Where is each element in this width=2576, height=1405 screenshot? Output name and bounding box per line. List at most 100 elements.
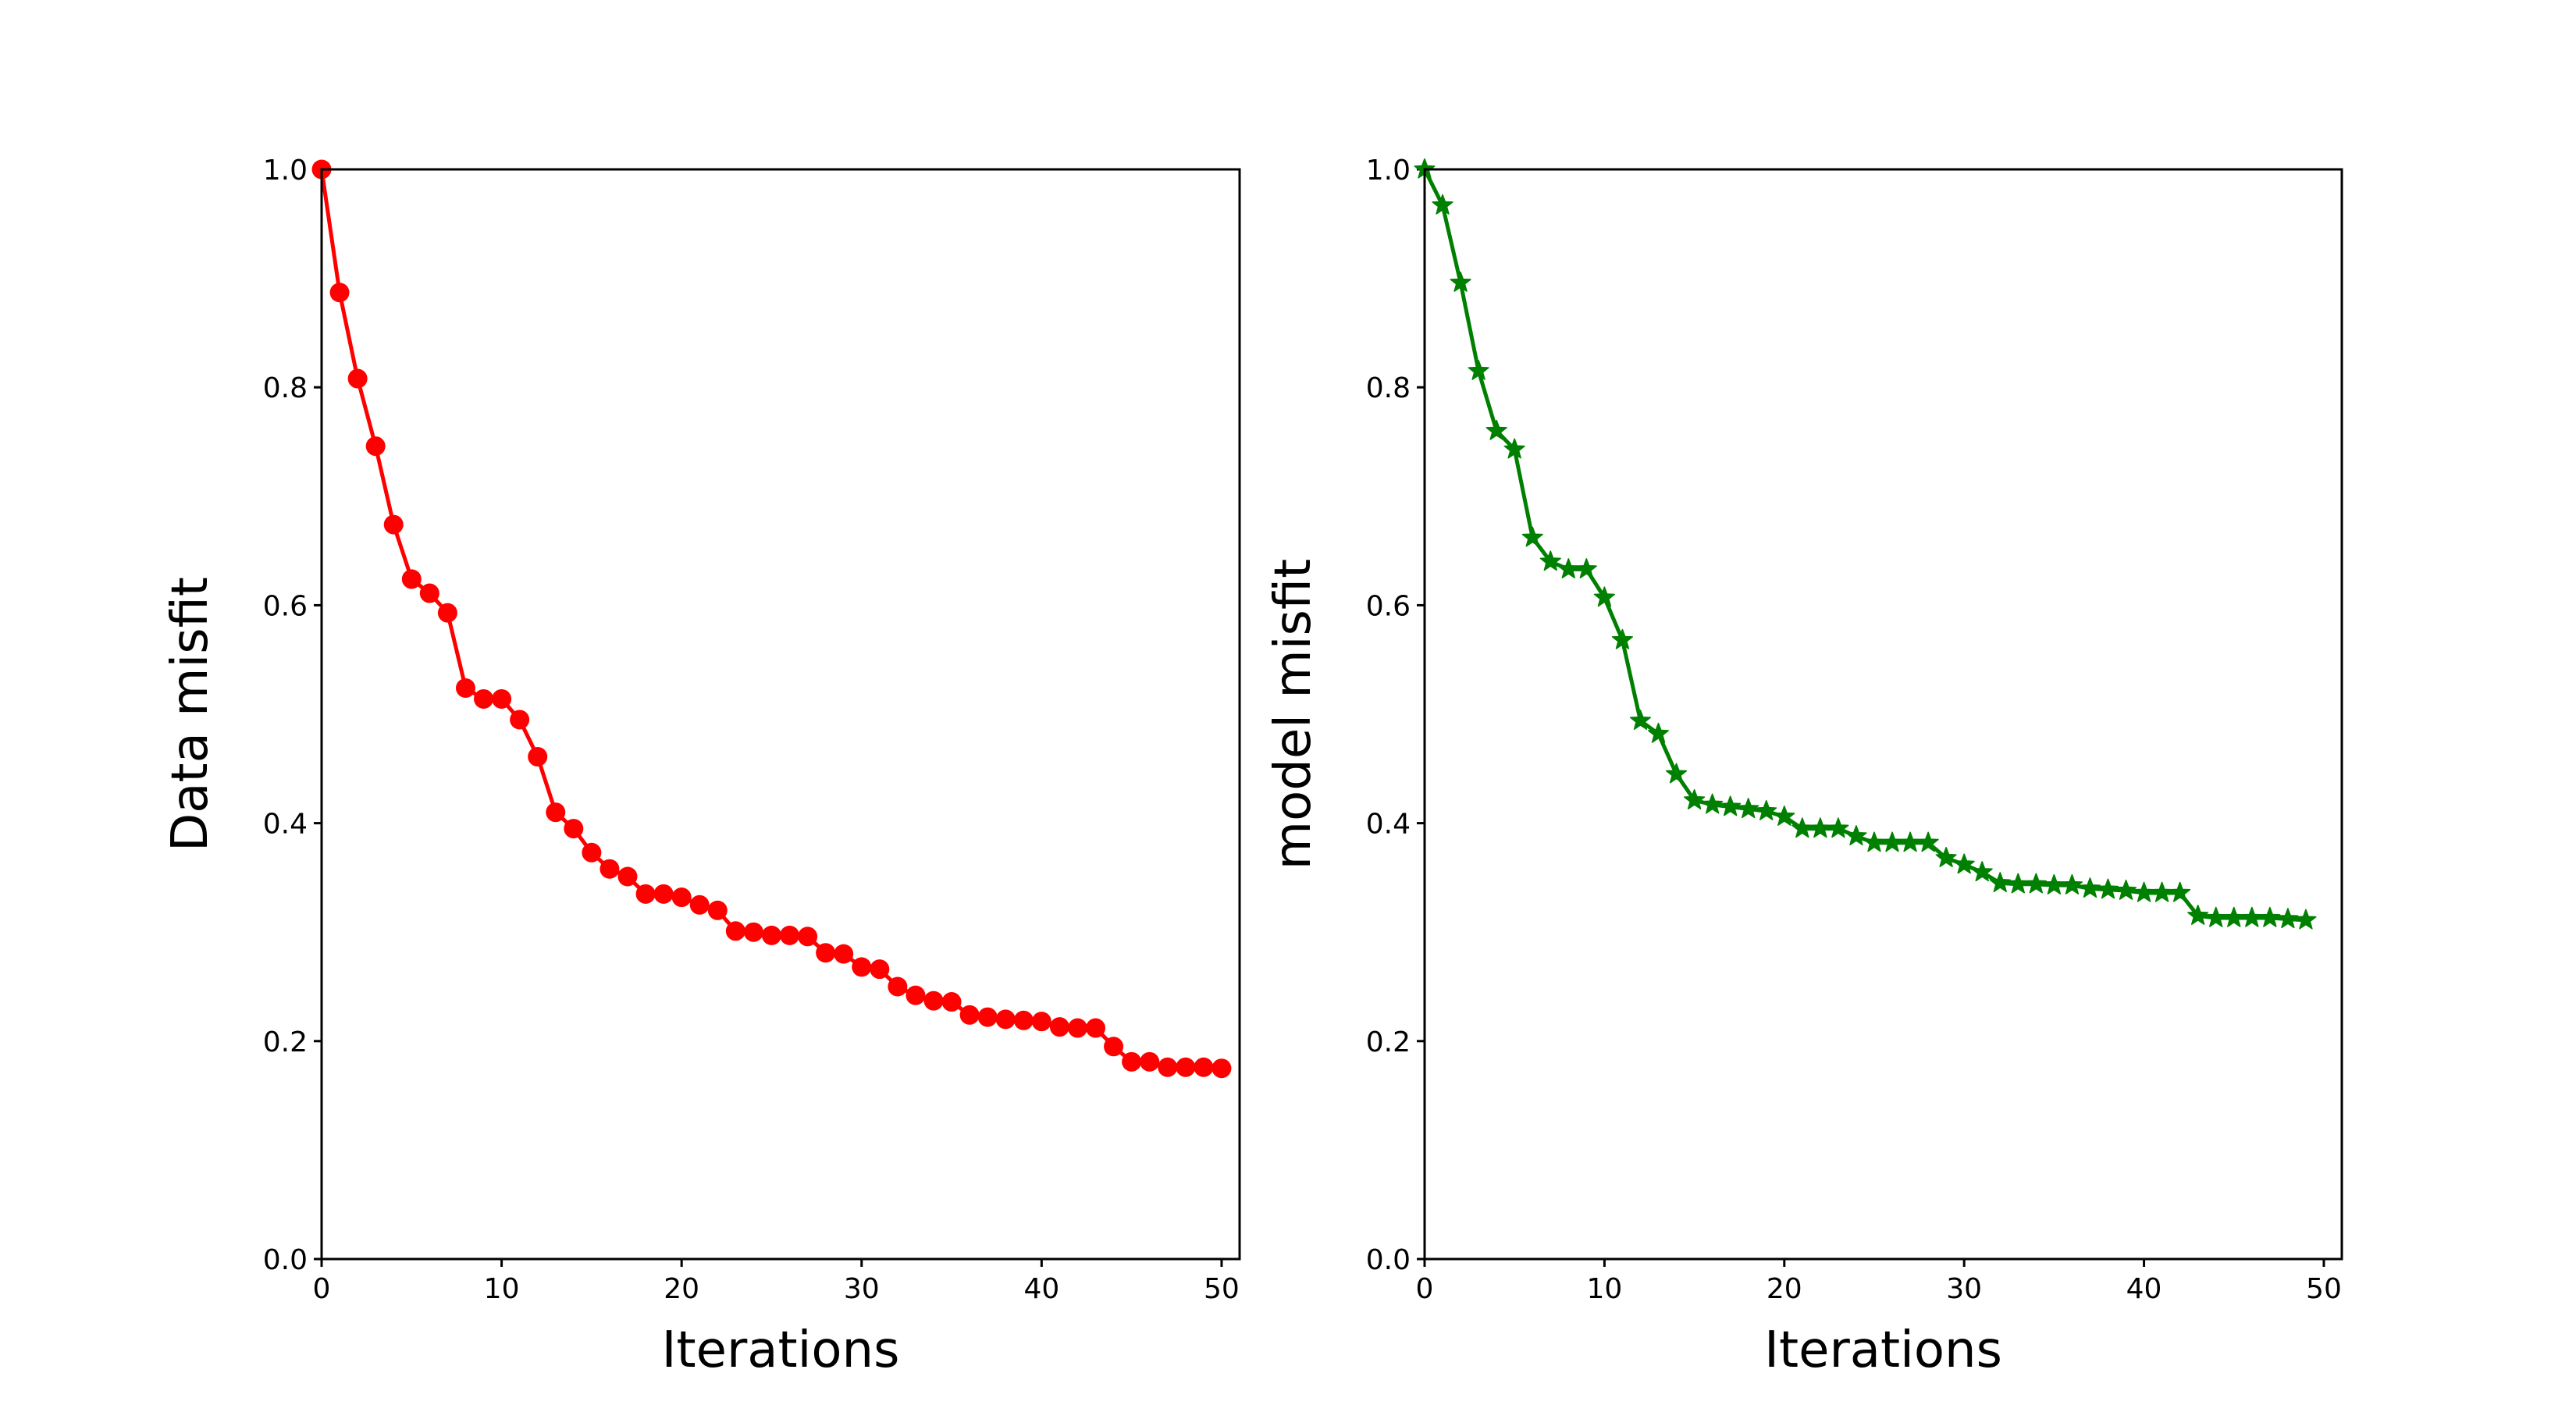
- data-misfit-data-point: [1158, 1057, 1178, 1077]
- data-misfit-data-point: [1086, 1018, 1106, 1038]
- data-misfit-data-point: [365, 436, 386, 457]
- data-misfit-ytick-label: 0.4: [263, 809, 308, 841]
- data-misfit-data-point: [1122, 1051, 1142, 1072]
- data-misfit-data-point: [959, 1005, 980, 1025]
- data-misfit-data-point: [761, 925, 781, 945]
- data-misfit-data-point: [329, 283, 350, 303]
- data-misfit-data-point: [546, 802, 566, 823]
- data-misfit-ytick-label: 0.0: [263, 1244, 308, 1276]
- data-misfit-data-point: [437, 603, 457, 623]
- model-misfit-panel: 0.0 0.2 0.4 0.6 0.8 1.0 0 10 20 30 40 50 Iterations m…: [1265, 155, 2343, 1379]
- data-misfit-data-point: [617, 866, 638, 887]
- data-misfit-data-point: [401, 569, 422, 589]
- model-misfit-data-point: [1647, 722, 1670, 743]
- model-misfit-ytick-label: 0.6: [1366, 590, 1411, 622]
- data-misfit-data-point: [977, 1007, 998, 1027]
- model-misfit-data-point: [1953, 853, 1975, 874]
- data-misfit-ytick-label: 1.0: [263, 155, 308, 187]
- data-misfit-data-point: [492, 688, 512, 709]
- model-misfit-data-point: [1450, 271, 1471, 292]
- data-misfit-x-axis-label: Iterations: [662, 1321, 900, 1379]
- data-misfit-data-point: [383, 514, 404, 535]
- data-misfit-xtick-label: 50: [1204, 1273, 1240, 1305]
- data-misfit-ytick-label: 0.6: [263, 590, 308, 622]
- model-misfit-xtick-label: 0: [1416, 1273, 1434, 1305]
- data-misfit-data-point: [671, 887, 692, 908]
- model-misfit-data-point: [2115, 879, 2137, 900]
- model-misfit-data-point: [2259, 906, 2281, 927]
- data-misfit-data-point: [780, 925, 800, 945]
- data-misfit-xtick-label: 10: [484, 1273, 520, 1305]
- model-misfit-data-point: [1720, 795, 1742, 816]
- model-misfit-data-point: [1521, 526, 1543, 547]
- data-misfit-data-point: [1212, 1058, 1232, 1079]
- model-misfit-xtick-label: 30: [1946, 1273, 1982, 1305]
- data-misfit-data-point: [653, 884, 674, 904]
- data-misfit-data-point: [816, 943, 836, 963]
- model-misfit-data-point: [2079, 877, 2101, 898]
- data-misfit-data-point: [347, 368, 368, 389]
- data-misfit-data-point: [906, 985, 926, 1005]
- data-misfit-data-point: [635, 884, 656, 904]
- model-misfit-data-point: [2097, 878, 2119, 899]
- model-misfit-axes-frame: [1423, 168, 2343, 1261]
- model-misfit-data-point: [2061, 873, 2083, 895]
- model-misfit-data-point: [1575, 558, 1597, 578]
- data-misfit-data-point: [1067, 1018, 1087, 1038]
- model-misfit-ytick-label: 0.2: [1366, 1026, 1411, 1058]
- model-misfit-data-point: [1539, 550, 1561, 571]
- data-misfit-xtick-label: 30: [844, 1273, 880, 1305]
- model-misfit-data-point: [1845, 825, 1867, 846]
- model-misfit-data-point: [2169, 881, 2191, 902]
- data-misfit-y-axis-label: Data misfit: [162, 577, 219, 852]
- model-misfit-data-point: [1756, 799, 1777, 820]
- model-misfit-data-point: [1432, 194, 1453, 215]
- model-misfit-x-axis-label: Iterations: [1764, 1321, 2002, 1379]
- model-misfit-data-point: [1917, 831, 1939, 852]
- model-misfit-data-point: [2025, 873, 2047, 894]
- model-misfit-data-point: [1485, 419, 1507, 440]
- model-misfit-data-point: [1593, 586, 1615, 607]
- model-misfit-data-point: [1827, 817, 1849, 838]
- data-misfit-data-point: [834, 944, 854, 964]
- model-misfit-xtick-label: 50: [2306, 1273, 2342, 1305]
- model-misfit-data-point: [1971, 861, 1993, 882]
- data-misfit-data-point: [1176, 1057, 1196, 1077]
- data-misfit-data-point: [1031, 1012, 1051, 1032]
- data-misfit-data-point: [419, 583, 439, 603]
- model-misfit-ytick-label: 0.0: [1366, 1244, 1411, 1276]
- model-misfit-ytick-label: 1.0: [1366, 155, 1411, 187]
- model-misfit-ytick-label: 0.4: [1366, 809, 1411, 841]
- data-misfit-ytick-label: 0.2: [263, 1026, 308, 1058]
- data-misfit-data-point: [870, 959, 890, 980]
- data-misfit-xtick-label: 0: [313, 1273, 331, 1305]
- data-misfit-data-point: [564, 819, 584, 839]
- data-misfit-data-point: [941, 992, 962, 1012]
- data-misfit-xtick-label: 20: [664, 1273, 699, 1305]
- model-misfit-data-point: [1468, 360, 1489, 380]
- data-misfit-data-point: [798, 927, 818, 947]
- model-misfit-data-point: [1611, 628, 1634, 649]
- model-misfit-data-point: [2187, 905, 2209, 925]
- model-misfit-data-point: [2295, 909, 2317, 930]
- data-misfit-data-point: [1194, 1057, 1214, 1077]
- data-misfit-data-point: [474, 688, 494, 709]
- model-misfit-data-point: [1629, 710, 1652, 731]
- data-misfit-data-point: [1049, 1017, 1069, 1037]
- data-misfit-series-group: [311, 159, 1232, 1079]
- data-misfit-data-point: [1140, 1051, 1160, 1072]
- data-misfit-data-point: [528, 746, 548, 767]
- data-misfit-data-point: [725, 921, 745, 941]
- data-misfit-data-point: [600, 859, 620, 879]
- model-misfit-data-point: [1774, 805, 1795, 826]
- data-misfit-data-point: [582, 842, 602, 863]
- model-misfit-data-point: [1935, 847, 1957, 867]
- data-misfit-data-point: [707, 900, 728, 920]
- model-misfit-xtick-label: 20: [1767, 1273, 1802, 1305]
- data-misfit-data-point: [743, 922, 763, 942]
- data-misfit-data-point: [995, 1009, 1016, 1030]
- data-misfit-data-point: [455, 678, 475, 698]
- data-misfit-ytick-label: 0.8: [263, 372, 308, 404]
- model-misfit-data-point: [1989, 872, 2011, 893]
